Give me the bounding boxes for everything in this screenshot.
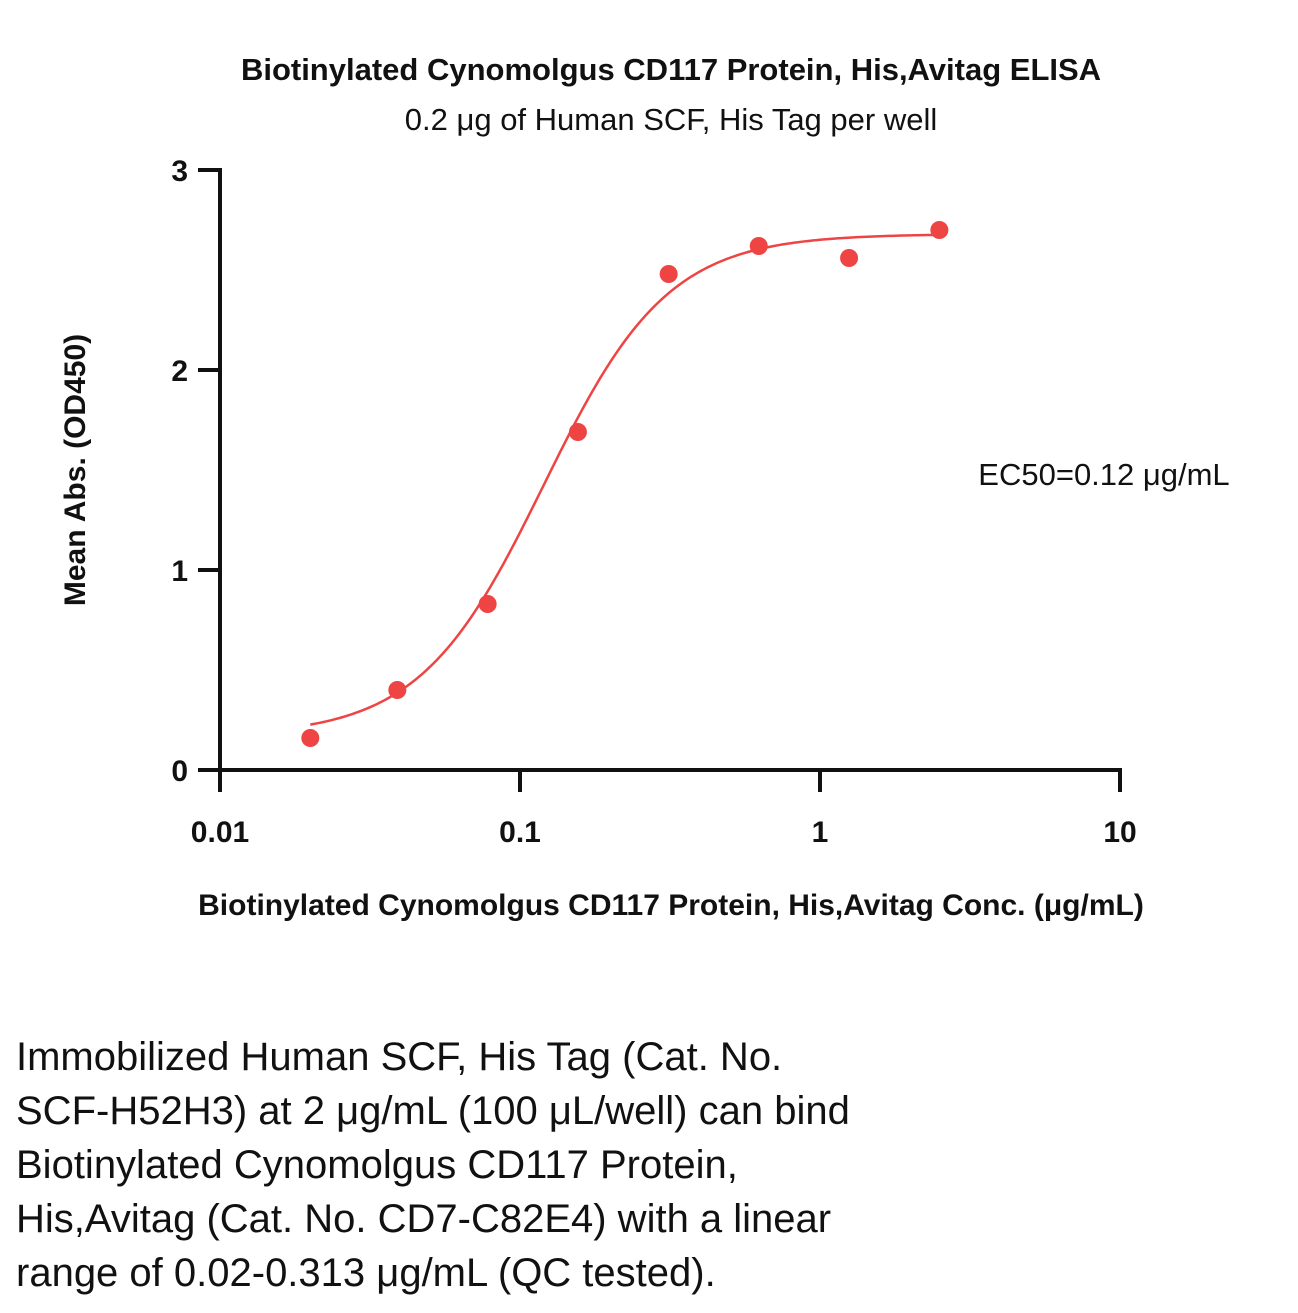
x-tick-label: 0.1 bbox=[499, 816, 541, 849]
ec50-annotation: EC50=0.12 μg/mL bbox=[978, 457, 1229, 492]
axes bbox=[218, 168, 1122, 772]
caption-line: His,Avitag (Cat. No. CD7-C82E4) with a l… bbox=[16, 1197, 832, 1241]
data-point bbox=[388, 681, 407, 699]
data-point bbox=[301, 729, 320, 747]
x-tick-label: 1 bbox=[812, 816, 829, 849]
elisa-chart: Biotinylated Cynomolgus CD117 Protein, H… bbox=[59, 52, 1230, 922]
axis-ticks: 0.01 0.1 1 10 0 1 2 3 bbox=[171, 155, 1136, 849]
data-point bbox=[840, 249, 859, 267]
caption: Immobilized Human SCF, His Tag (Cat. No.… bbox=[16, 1030, 1276, 1300]
data-point bbox=[749, 237, 768, 255]
data-point bbox=[659, 265, 678, 283]
data-point bbox=[478, 595, 497, 613]
y-axis-label: Mean Abs. (OD450) bbox=[59, 334, 92, 606]
y-tick-label: 3 bbox=[171, 155, 188, 188]
caption-line: SCF-H52H3) at 2 μg/mL (100 μL/well) can … bbox=[16, 1089, 850, 1133]
caption-line: Immobilized Human SCF, His Tag (Cat. No. bbox=[16, 1035, 783, 1079]
x-axis-label: Biotinylated Cynomolgus CD117 Protein, H… bbox=[198, 889, 1144, 922]
fit-curve bbox=[310, 233, 940, 726]
chart-title: Biotinylated Cynomolgus CD117 Protein, H… bbox=[241, 52, 1101, 87]
data-point bbox=[568, 423, 587, 441]
data-point bbox=[930, 221, 949, 239]
chart-subtitle: 0.2 μg of Human SCF, His Tag per well bbox=[405, 102, 937, 137]
caption-line: range of 0.02-0.313 μg/mL (QC tested). bbox=[16, 1251, 716, 1295]
y-tick-label: 2 bbox=[171, 355, 188, 388]
y-tick-label: 0 bbox=[171, 755, 188, 788]
data-points bbox=[301, 221, 949, 747]
x-tick-label: 10 bbox=[1103, 816, 1136, 849]
x-tick-label: 0.01 bbox=[191, 816, 249, 849]
y-tick-label: 1 bbox=[171, 555, 188, 588]
caption-line: Biotinylated Cynomolgus CD117 Protein, bbox=[16, 1143, 738, 1187]
fit-curve-group bbox=[310, 233, 940, 726]
